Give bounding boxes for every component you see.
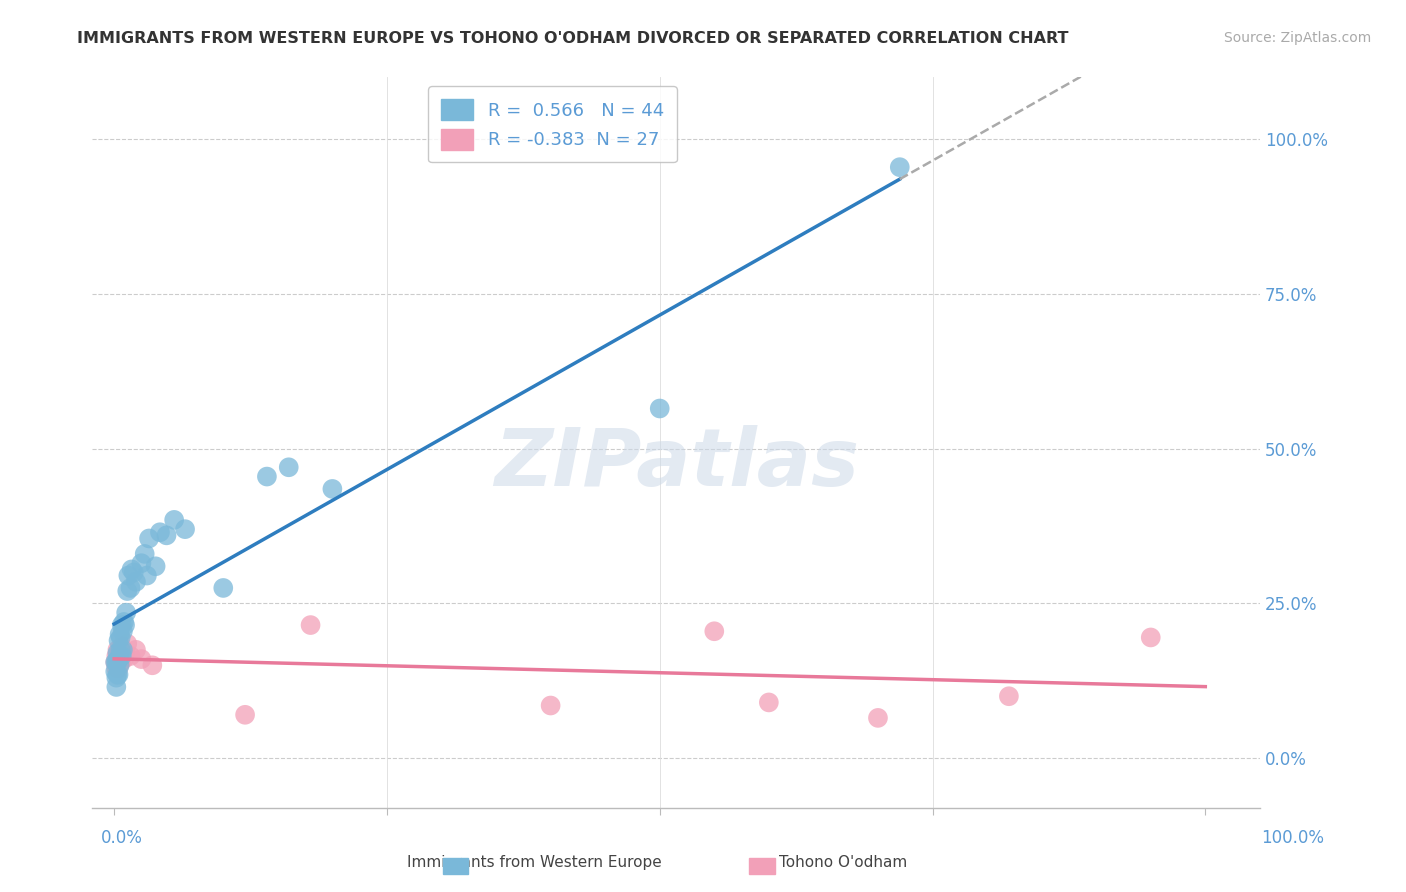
Point xyxy=(111,648,134,663)
Point xyxy=(117,637,139,651)
Y-axis label: Divorced or Separated: Divorced or Separated xyxy=(0,356,7,529)
Point xyxy=(104,655,127,669)
Point xyxy=(111,643,134,657)
Point xyxy=(174,522,197,536)
Point xyxy=(866,711,889,725)
Point xyxy=(112,652,135,666)
Point xyxy=(110,631,132,645)
Point xyxy=(107,667,129,681)
Point xyxy=(104,665,127,679)
Point xyxy=(1139,631,1161,645)
Point xyxy=(141,658,163,673)
Point xyxy=(107,655,129,669)
Point xyxy=(107,655,129,669)
Point xyxy=(131,556,153,570)
Point xyxy=(299,618,322,632)
Point xyxy=(110,655,132,669)
Point xyxy=(111,618,134,632)
Text: 100.0%: 100.0% xyxy=(1261,829,1324,847)
Point xyxy=(107,646,129,660)
Text: Tohono O'odham: Tohono O'odham xyxy=(779,855,908,870)
Point xyxy=(108,652,131,666)
Point xyxy=(163,513,186,527)
Point xyxy=(107,661,129,675)
Point xyxy=(110,643,132,657)
Point xyxy=(321,482,343,496)
Point xyxy=(105,661,128,675)
Point xyxy=(138,532,160,546)
Point xyxy=(112,615,135,629)
Point xyxy=(107,652,129,666)
Point xyxy=(135,568,157,582)
Point xyxy=(114,646,136,660)
Point xyxy=(703,624,725,639)
Point xyxy=(108,627,131,641)
Point xyxy=(998,690,1021,704)
Point xyxy=(107,667,129,681)
Point xyxy=(889,160,911,174)
Point xyxy=(105,671,128,685)
Text: 0.0%: 0.0% xyxy=(101,829,143,847)
Point xyxy=(107,648,129,663)
Point xyxy=(155,528,177,542)
Point xyxy=(105,648,128,663)
Point xyxy=(256,469,278,483)
Point xyxy=(105,680,128,694)
Point xyxy=(108,648,131,663)
Legend: R =  0.566   N = 44, R = -0.383  N = 27: R = 0.566 N = 44, R = -0.383 N = 27 xyxy=(429,87,676,162)
Point xyxy=(111,648,134,663)
Point xyxy=(540,698,562,713)
Point xyxy=(122,566,145,580)
Point xyxy=(108,643,131,657)
Point xyxy=(125,643,148,657)
Text: Immigrants from Western Europe: Immigrants from Western Europe xyxy=(406,855,662,870)
Point xyxy=(107,633,129,648)
Point xyxy=(120,648,142,663)
Text: IMMIGRANTS FROM WESTERN EUROPE VS TOHONO O'ODHAM DIVORCED OR SEPARATED CORRELATI: IMMIGRANTS FROM WESTERN EUROPE VS TOHONO… xyxy=(77,31,1069,46)
Point xyxy=(115,606,138,620)
Point xyxy=(758,695,780,709)
Point xyxy=(648,401,671,416)
Point xyxy=(111,640,134,654)
Point xyxy=(134,547,156,561)
Point xyxy=(131,652,153,666)
Text: ZIPatlas: ZIPatlas xyxy=(494,425,859,503)
Text: Source: ZipAtlas.com: Source: ZipAtlas.com xyxy=(1223,31,1371,45)
Point xyxy=(117,568,139,582)
Point xyxy=(107,643,129,657)
Point xyxy=(212,581,235,595)
Point xyxy=(105,655,128,669)
Point xyxy=(145,559,167,574)
Point xyxy=(233,707,256,722)
Point xyxy=(121,562,143,576)
Point xyxy=(114,618,136,632)
Point xyxy=(149,525,172,540)
Point xyxy=(125,574,148,589)
Point xyxy=(111,624,134,639)
Point xyxy=(277,460,299,475)
Point xyxy=(117,584,139,599)
Point xyxy=(108,658,131,673)
Point xyxy=(120,581,142,595)
Point xyxy=(104,655,127,669)
